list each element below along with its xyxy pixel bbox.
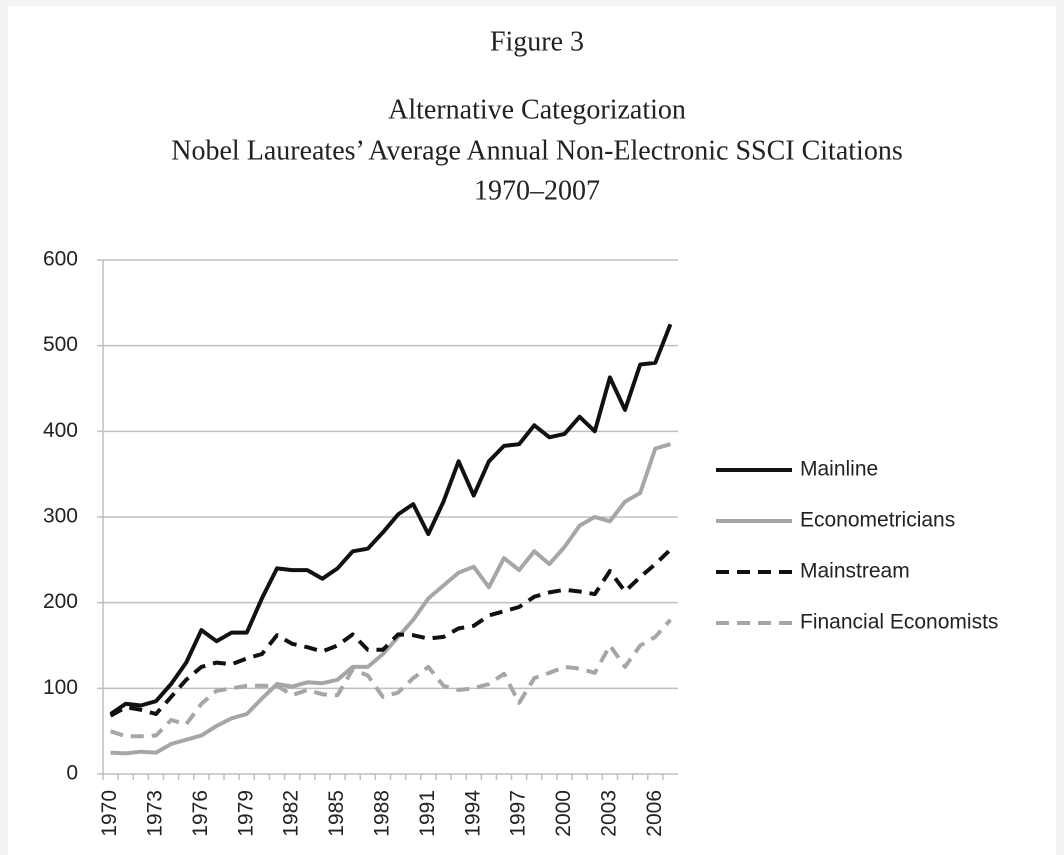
x-tick-label: 1970	[98, 790, 121, 837]
x-tick-label: 1982	[280, 790, 303, 837]
legend-label: Econometricians	[800, 509, 955, 532]
series-line	[109, 548, 672, 718]
x-tick-label: 1988	[370, 790, 393, 837]
x-tick-label: 1997	[507, 790, 530, 837]
chart-subtitle: Alternative Categorization	[388, 94, 686, 125]
series-line	[109, 323, 673, 716]
y-tick-label: 200	[43, 590, 78, 613]
x-tick-label: 1973	[144, 790, 167, 837]
legend-label: Mainline	[800, 458, 878, 481]
x-tick-label: 2000	[552, 790, 575, 837]
series-line	[110, 442, 671, 756]
chart-subtitle: 1970–2007	[474, 175, 600, 206]
legend-label: Mainstream	[800, 560, 910, 583]
y-tick-label: 500	[43, 333, 78, 356]
x-tick-label: 1985	[325, 790, 348, 837]
x-tick-label: 2006	[643, 790, 666, 837]
chart-title: Figure 3	[490, 26, 584, 57]
y-tick-label: 300	[43, 505, 78, 528]
y-tick-label: 400	[43, 419, 78, 442]
series-line	[109, 618, 672, 739]
legend-label: Financial Economists	[800, 611, 998, 634]
x-tick-label: 2003	[597, 790, 620, 837]
x-tick-label: 1991	[416, 790, 439, 837]
x-tick-label: 1976	[189, 790, 212, 837]
x-tick-label: 1994	[461, 790, 484, 837]
y-tick-label: 0	[66, 762, 78, 785]
y-tick-label: 100	[43, 676, 78, 699]
chart-subtitle: Nobel Laureates’ Average Annual Non-Elec…	[171, 135, 902, 166]
x-tick-label: 1979	[234, 790, 257, 837]
y-tick-label: 600	[43, 248, 78, 271]
